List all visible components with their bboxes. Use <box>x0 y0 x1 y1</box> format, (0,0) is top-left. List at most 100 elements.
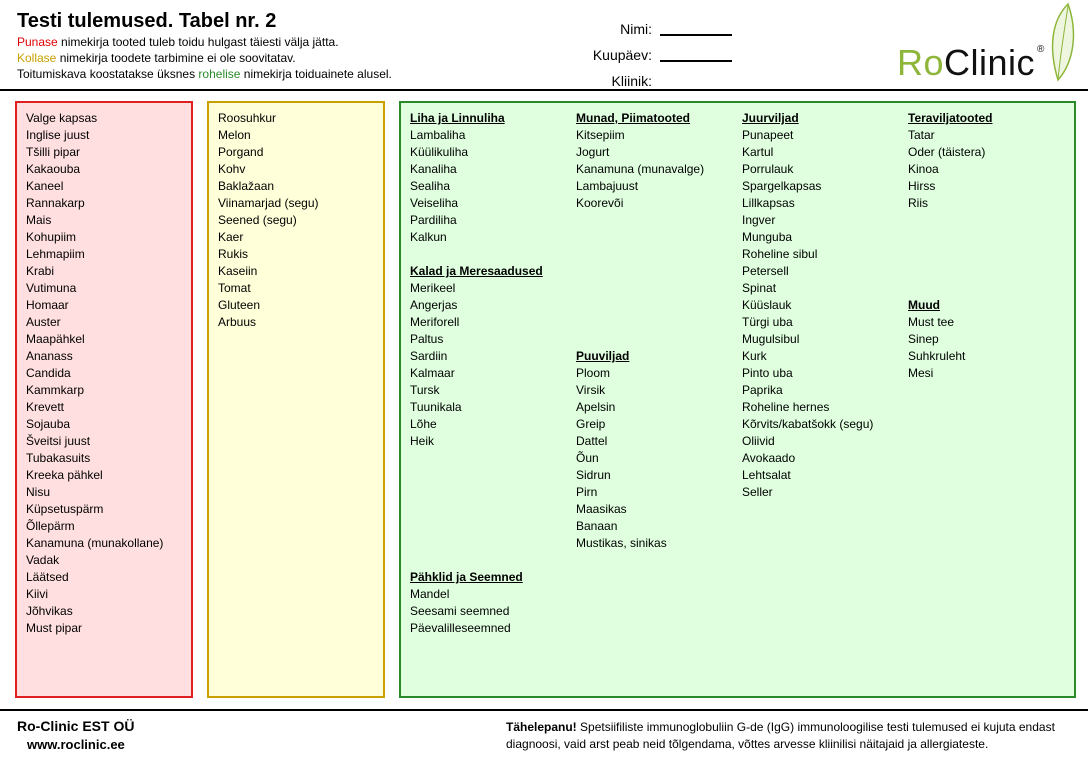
category-fruits: Puuviljad Ploom Virsik Apelsin Greip Dattel Õu… <box>576 348 667 552</box>
list-item: Arbuus <box>218 315 257 329</box>
category-heading: Liha ja Linnuliha <box>410 111 505 125</box>
list-item: Auster <box>26 315 61 329</box>
list-item: Kalkun <box>410 230 447 244</box>
list-item: Apelsin <box>576 400 616 414</box>
category-eggs-dairy: Munad, Piimatooted Kitsepiim Jogurt Kanamun… <box>576 110 704 212</box>
category-vegetables: Juurviljad Punapeet Kartul Porrulauk Spargel… <box>742 110 873 501</box>
name-line <box>660 34 732 36</box>
list-item: Kiivi <box>26 587 49 601</box>
instruction-red-text: nimekirja tooted tuleb toidu hulgast täi… <box>57 35 339 49</box>
list-item: Šveitsi juust <box>26 434 91 448</box>
website-link[interactable]: www.roclinic.ee <box>27 737 125 752</box>
list-item: Valge kapsas <box>26 111 98 125</box>
list-item: Tatar <box>908 128 935 142</box>
list-item: Riis <box>908 196 928 210</box>
category-heading: Teraviljatooted <box>908 111 993 125</box>
instruction-yellow: Kollase nimekirja toodete tarbimine ei o… <box>17 50 296 66</box>
category-heading: Pähklid ja Seemned <box>410 570 523 584</box>
yellow-list-box <box>207 101 385 698</box>
list-item: Maapähkel <box>26 332 85 346</box>
category-heading: Munad, Piimatooted <box>576 111 690 125</box>
list-item: Sinep <box>908 332 939 346</box>
list-item: Tšilli pipar <box>26 145 81 159</box>
list-item: Must tee <box>908 315 955 329</box>
list-item: Kartul <box>742 145 774 159</box>
list-item: Kurk <box>742 349 767 363</box>
notice-text: Spetsiifiliste immunoglobuliin G-de (IgG… <box>506 720 1055 751</box>
list-item: Roheline hernes <box>742 400 830 414</box>
list-item: Lambaliha <box>410 128 466 142</box>
list-item: Porgand <box>218 145 264 159</box>
list-item: Petersell <box>742 264 789 278</box>
name-label: Nimi: <box>620 21 652 37</box>
clinic-field: Kliinik: <box>532 73 652 89</box>
list-item: Rukis <box>218 247 249 261</box>
list-item: Kanamuna (munavalge) <box>576 162 705 176</box>
list-item: Paltus <box>410 332 444 346</box>
list-item: Oder (täistera) <box>908 145 986 159</box>
list-item: Spinat <box>742 281 777 295</box>
logo-ro: Ro <box>897 42 945 83</box>
list-item: Kohupiim <box>26 230 77 244</box>
logo-clinic: Clinic <box>944 42 1036 83</box>
list-item: Õun <box>576 451 599 465</box>
list-item: Seller <box>742 485 773 499</box>
list-item: Tomat <box>218 281 251 295</box>
category-fish: Kalad ja Meresaadused Merikeel Angerjas Mer… <box>410 263 543 450</box>
name-field: Nimi: <box>532 21 732 37</box>
list-item: Koorevõi <box>576 196 624 210</box>
instruction-yellow-text: nimekirja toodete tarbimine ei ole soovi… <box>56 51 296 65</box>
header-divider <box>0 89 1088 91</box>
list-item: Kinoa <box>908 162 939 176</box>
list-item: Mais <box>26 213 52 227</box>
list-item: Päevalilleseemned <box>410 621 511 635</box>
list-item: Õllepärm <box>26 519 75 533</box>
category-heading: Kalad ja Meresaadused <box>410 264 543 278</box>
list-item: Spargelkapsas <box>742 179 822 193</box>
list-item: Lõhe <box>410 417 437 431</box>
list-item: Kammkarp <box>26 383 85 397</box>
list-item: Heik <box>410 434 435 448</box>
list-item: Jõhvikas <box>26 604 73 618</box>
category-grains: Teraviljatooted Tatar Oder (täistera) Kinoa… <box>908 110 992 212</box>
list-item: Paprika <box>742 383 783 397</box>
list-item: Kalmaar <box>410 366 455 380</box>
list-item: Viinamarjad (segu) <box>218 196 319 210</box>
list-item: Pardiliha <box>410 213 457 227</box>
instruction-green-word: rohelise <box>198 67 241 81</box>
company-name: Ro-Clinic EST OÜ <box>17 718 135 734</box>
list-item: Läätsed <box>26 570 69 584</box>
list-item: Candida <box>26 366 71 380</box>
list-item: Krabi <box>26 264 55 278</box>
notice-heading: Tähelepanu! <box>506 720 577 734</box>
list-item: Tursk <box>410 383 440 397</box>
list-item: Küüslauk <box>742 298 792 312</box>
category-heading: Juurviljad <box>742 111 799 125</box>
list-item: Krevett <box>26 400 65 414</box>
list-item: Kohv <box>218 162 246 176</box>
list-item: Jogurt <box>576 145 610 159</box>
list-item: Greip <box>576 417 606 431</box>
list-item: Punapeet <box>742 128 794 142</box>
list-item: Kanaliha <box>410 162 457 176</box>
list-item: Küpsetuspärm <box>26 502 104 516</box>
list-item: Küülikuliha <box>410 145 469 159</box>
list-item: Seesami seemned <box>410 604 510 618</box>
list-item: Must pipar <box>26 621 83 635</box>
red-list-box <box>15 101 193 698</box>
date-line <box>660 60 732 62</box>
category-misc: Muud Must tee Sinep Suhkruleht Mesi <box>908 297 965 382</box>
date-label: Kuupäev: <box>592 47 652 63</box>
list-item: Mugulsibul <box>742 332 800 346</box>
list-item: Sojauba <box>26 417 71 431</box>
page-title: Testi tulemused. Tabel nr. 2 <box>17 10 277 32</box>
list-item: Dattel <box>576 434 608 448</box>
list-item: Lillkapsas <box>742 196 795 210</box>
list-item: Gluteen <box>218 298 261 312</box>
list-item: Türgi uba <box>742 315 793 329</box>
instruction-green-pre: Toitumiskava koostatakse üksnes <box>17 67 199 81</box>
category-nuts: Pähklid ja Seemned Mandel Seesami seemned P… <box>410 569 523 637</box>
list-item: Tuunikala <box>410 400 462 414</box>
list-item: Inglise juust <box>26 128 90 142</box>
list-item: Suhkruleht <box>908 349 966 363</box>
